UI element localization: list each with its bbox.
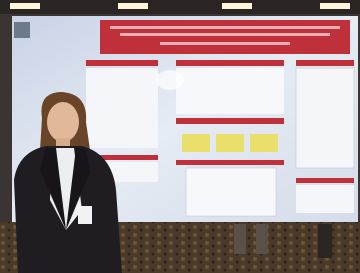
person-leg (234, 224, 246, 254)
section-body (86, 68, 158, 148)
section-header (296, 60, 354, 66)
title-line (120, 33, 330, 36)
table (296, 68, 354, 168)
ceiling-light (320, 3, 350, 9)
poster-logo (14, 22, 30, 38)
person-leg (318, 224, 332, 258)
section-header (86, 60, 158, 66)
chart-box (250, 134, 278, 152)
badge (78, 206, 92, 224)
title-line (160, 42, 290, 45)
ceiling-light (10, 3, 40, 9)
ceiling (0, 0, 360, 14)
glare (156, 70, 184, 90)
section-header (176, 118, 284, 124)
title-line (110, 26, 340, 29)
section-body (296, 185, 354, 213)
face (47, 102, 79, 142)
chart-box (182, 134, 210, 152)
photo (0, 0, 360, 273)
person-leg (256, 224, 268, 254)
section-header (176, 160, 284, 165)
chart-box (216, 134, 244, 152)
ceiling-light (118, 3, 148, 9)
poster-title-band (100, 20, 350, 54)
section-header (296, 178, 354, 183)
ceiling-light (222, 3, 252, 9)
section-body (176, 68, 284, 114)
page: {} (0, 0, 360, 273)
table (186, 168, 276, 216)
section-header (176, 60, 284, 66)
